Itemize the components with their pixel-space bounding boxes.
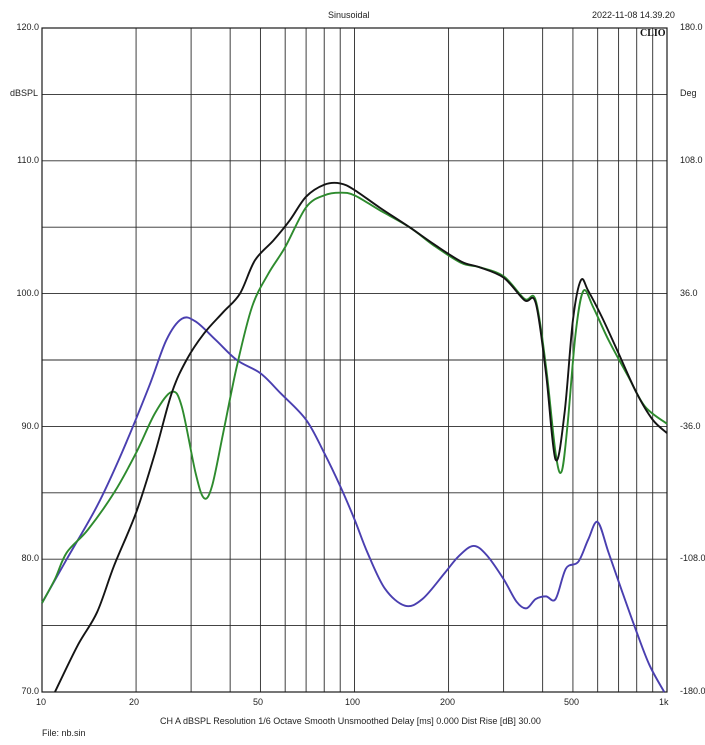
y-axis-label: dBSPL xyxy=(10,88,39,98)
x-tick-label: 100 xyxy=(345,697,361,707)
file-name: File: nb.sin xyxy=(42,728,86,738)
y-tick-label: 120.0 xyxy=(16,22,39,32)
brand-logo: CLIO xyxy=(640,28,666,39)
x-tick-label: 20 xyxy=(129,697,140,707)
x-tick-label: 200 xyxy=(440,697,456,707)
y2-tick-label: 108.0 xyxy=(680,155,703,165)
y-tick-label: 100.0 xyxy=(16,288,39,298)
series-line-green xyxy=(41,191,668,604)
x-tick-label: 1k xyxy=(659,697,669,707)
timestamp: 2022-11-08 14.39.20 xyxy=(592,10,675,20)
x-tick-label: 10 xyxy=(36,697,47,707)
y2-tick-label: -108.0 xyxy=(680,553,705,563)
y2-tick-label: -180.0 xyxy=(680,686,705,696)
x-tick-label: 50 xyxy=(253,697,264,707)
y2-tick-label: 180.0 xyxy=(680,22,703,32)
y2-tick-label: 36.0 xyxy=(680,288,698,298)
plot-frame xyxy=(41,27,668,693)
y-tick-label: 110.0 xyxy=(17,155,39,165)
chart-title: Sinusoidal xyxy=(328,10,370,20)
measurement-settings: CH A dBSPL Resolution 1/6 Octave Smooth … xyxy=(160,716,541,726)
y-tick-label: 70.0 xyxy=(21,686,39,696)
series-line-black xyxy=(54,181,668,693)
y-tick-label: 90.0 xyxy=(21,421,39,431)
series-line-blue xyxy=(41,316,666,693)
y2-axis-label: Deg xyxy=(680,88,697,98)
y2-tick-label: -36.0 xyxy=(680,421,701,431)
y-tick-label: 80.0 xyxy=(21,553,39,563)
series-group xyxy=(41,181,668,693)
x-tick-label: 500 xyxy=(564,697,580,707)
